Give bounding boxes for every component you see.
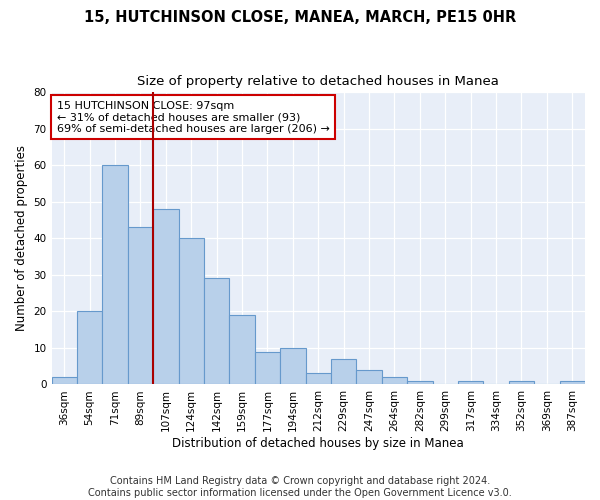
Bar <box>255 352 280 384</box>
Bar <box>509 381 534 384</box>
Bar <box>204 278 229 384</box>
Bar <box>305 374 331 384</box>
Bar <box>382 377 407 384</box>
Bar <box>179 238 204 384</box>
Bar <box>458 381 484 384</box>
Bar <box>128 227 153 384</box>
Y-axis label: Number of detached properties: Number of detached properties <box>15 145 28 331</box>
Bar <box>407 381 433 384</box>
Text: Contains HM Land Registry data © Crown copyright and database right 2024.
Contai: Contains HM Land Registry data © Crown c… <box>88 476 512 498</box>
Bar <box>52 377 77 384</box>
Bar <box>280 348 305 385</box>
Bar <box>331 359 356 384</box>
X-axis label: Distribution of detached houses by size in Manea: Distribution of detached houses by size … <box>172 437 464 450</box>
Bar <box>356 370 382 384</box>
Bar <box>77 312 103 384</box>
Title: Size of property relative to detached houses in Manea: Size of property relative to detached ho… <box>137 75 499 88</box>
Bar <box>103 165 128 384</box>
Bar <box>229 315 255 384</box>
Text: 15, HUTCHINSON CLOSE, MANEA, MARCH, PE15 0HR: 15, HUTCHINSON CLOSE, MANEA, MARCH, PE15… <box>84 10 516 25</box>
Text: 15 HUTCHINSON CLOSE: 97sqm
← 31% of detached houses are smaller (93)
69% of semi: 15 HUTCHINSON CLOSE: 97sqm ← 31% of deta… <box>57 100 330 134</box>
Bar <box>153 209 179 384</box>
Bar <box>560 381 585 384</box>
